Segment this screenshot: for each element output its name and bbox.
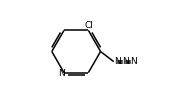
Text: N: N [58, 69, 64, 78]
Text: N: N [122, 57, 129, 66]
Text: N: N [130, 57, 137, 66]
Text: N: N [114, 57, 121, 66]
Text: Cl: Cl [85, 21, 94, 30]
